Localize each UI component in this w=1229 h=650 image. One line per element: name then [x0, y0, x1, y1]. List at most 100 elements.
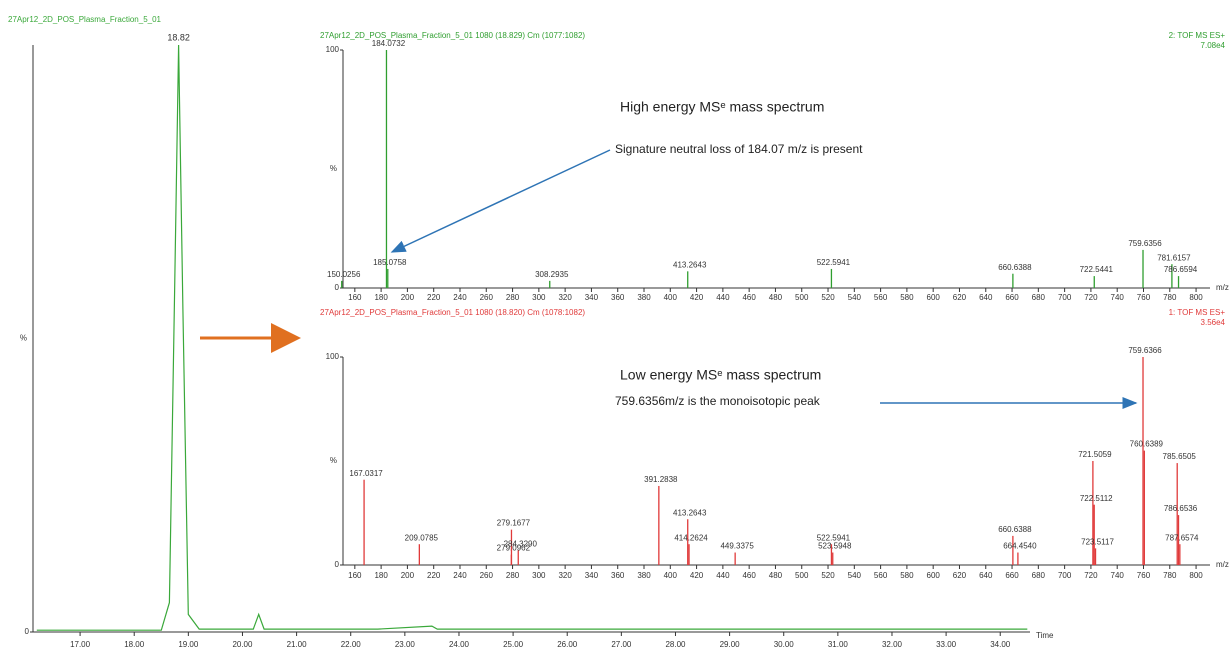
scale: 7.08e4 [1201, 41, 1226, 50]
x-tick-label: 720 [1084, 571, 1098, 580]
instrument: 1: TOF MS ES+ [1169, 308, 1226, 317]
x-tick-label: 27.00 [611, 640, 632, 649]
x-tick-label: 700 [1058, 293, 1072, 302]
x-tick-label: 200 [401, 293, 415, 302]
y-tick-label: 100 [326, 352, 340, 361]
peak-label: 722.5441 [1080, 265, 1114, 274]
panel-title: 27Apr12_2D_POS_Plasma_Fraction_5_01 [8, 15, 162, 24]
x-tick-label: 160 [348, 571, 362, 580]
x-tick-label: 28.00 [665, 640, 686, 649]
y-axis-label: % [20, 334, 27, 343]
x-tick-label: 460 [742, 293, 756, 302]
x-tick-label: 580 [900, 293, 914, 302]
x-axis-label: m/z [1216, 560, 1229, 569]
x-tick-label: 620 [953, 571, 967, 580]
x-tick-label: 220 [427, 571, 441, 580]
x-tick-label: 22.00 [341, 640, 362, 649]
peak-label: 785.6505 [1163, 452, 1197, 461]
x-tick-label: 220 [427, 293, 441, 302]
x-tick-label: 660 [1005, 293, 1019, 302]
y-axis-label: % [330, 164, 337, 173]
x-tick-label: 30.00 [774, 640, 795, 649]
x-tick-label: 780 [1163, 571, 1177, 580]
x-tick-label: 360 [611, 293, 625, 302]
peak-label: 660.6388 [998, 525, 1032, 534]
x-tick-label: 660 [1005, 571, 1019, 580]
x-tick-label: 460 [742, 571, 756, 580]
annotation-note: Signature neutral loss of 184.07 m/z is … [615, 142, 863, 156]
x-tick-label: 760 [1137, 293, 1151, 302]
x-tick-label: 21.00 [287, 640, 308, 649]
peak-label: 279.0962 [497, 544, 531, 553]
x-tick-label: 17.00 [70, 640, 91, 649]
peak-label: 721.5059 [1078, 450, 1112, 459]
peak-label: 184.0732 [372, 39, 406, 48]
peak-label: 723.5117 [1081, 537, 1114, 546]
peak-label: 150.0256 [327, 270, 361, 279]
x-tick-label: 440 [716, 571, 730, 580]
x-tick-label: 280 [506, 571, 520, 580]
x-tick-label: 400 [664, 293, 678, 302]
x-tick-label: 25.00 [503, 640, 524, 649]
x-tick-label: 340 [585, 571, 599, 580]
x-tick-label: 180 [374, 571, 388, 580]
x-tick-label: 31.00 [828, 640, 849, 649]
panel-title: 27Apr12_2D_POS_Plasma_Fraction_5_01 1080… [320, 308, 585, 317]
peak-label: 308.2935 [535, 270, 569, 279]
peak-label: 664.4540 [1003, 542, 1037, 551]
x-tick-label: 300 [532, 293, 546, 302]
blue-arrow [390, 149, 611, 253]
peak-label: 786.6594 [1164, 265, 1198, 274]
x-tick-label: 800 [1189, 293, 1203, 302]
x-tick-label: 26.00 [557, 640, 578, 649]
x-tick-label: 380 [637, 293, 651, 302]
x-tick-label: 280 [506, 293, 520, 302]
chromatogram-trace [36, 44, 1028, 631]
x-tick-label: 500 [795, 571, 809, 580]
x-tick-label: 680 [1032, 571, 1046, 580]
annotation-title: High energy MSᵉ mass spectrum [620, 99, 824, 115]
x-tick-label: 23.00 [395, 640, 416, 649]
x-tick-label: 320 [558, 293, 572, 302]
x-axis-label: m/z [1216, 283, 1229, 292]
x-tick-label: 600 [927, 293, 941, 302]
x-tick-label: 800 [1189, 571, 1203, 580]
x-tick-label: 180 [374, 293, 388, 302]
peak-label: 449.3375 [720, 542, 754, 551]
peak-label: 185.0758 [373, 258, 407, 267]
peak-label: 167.0317 [349, 469, 383, 478]
x-tick-label: 600 [927, 571, 941, 580]
peak-label: 759.6356 [1128, 239, 1162, 248]
panel-title: 27Apr12_2D_POS_Plasma_Fraction_5_01 1080… [320, 31, 585, 40]
x-tick-label: 740 [1111, 571, 1125, 580]
x-tick-label: 500 [795, 293, 809, 302]
peak-label: 413.2643 [673, 508, 707, 517]
x-tick-label: 760 [1137, 571, 1151, 580]
peak-label: 786.6536 [1164, 504, 1198, 513]
x-tick-label: 480 [769, 571, 783, 580]
y-tick-label: 0 [335, 283, 340, 292]
x-tick-label: 18.00 [124, 640, 145, 649]
x-tick-label: 260 [480, 571, 494, 580]
peak-label: 413.2643 [673, 260, 707, 269]
x-tick-label: 620 [953, 293, 967, 302]
peak-label: 391.2838 [644, 475, 678, 484]
x-tick-label: 300 [532, 571, 546, 580]
y-tick-label: 0 [335, 560, 340, 569]
x-tick-label: 560 [874, 293, 888, 302]
peak-label: 414.2624 [674, 533, 708, 542]
annotation-note: 759.6356m/z is the monoisotopic peak [615, 394, 821, 408]
y-axis-label: % [330, 456, 337, 465]
x-tick-label: 380 [637, 571, 651, 580]
y-tick-label: 0 [25, 627, 30, 636]
y-tick-label: 100 [326, 45, 340, 54]
peak-label: 523.5948 [818, 542, 852, 551]
x-tick-label: 780 [1163, 293, 1177, 302]
peak-label: 660.6388 [998, 263, 1032, 272]
instrument: 2: TOF MS ES+ [1169, 31, 1226, 40]
x-tick-label: 680 [1032, 293, 1046, 302]
x-tick-label: 240 [453, 293, 467, 302]
peak-label: 787.6574 [1165, 533, 1199, 542]
peak-label: 760.6389 [1130, 440, 1164, 449]
x-tick-label: 520 [821, 571, 835, 580]
